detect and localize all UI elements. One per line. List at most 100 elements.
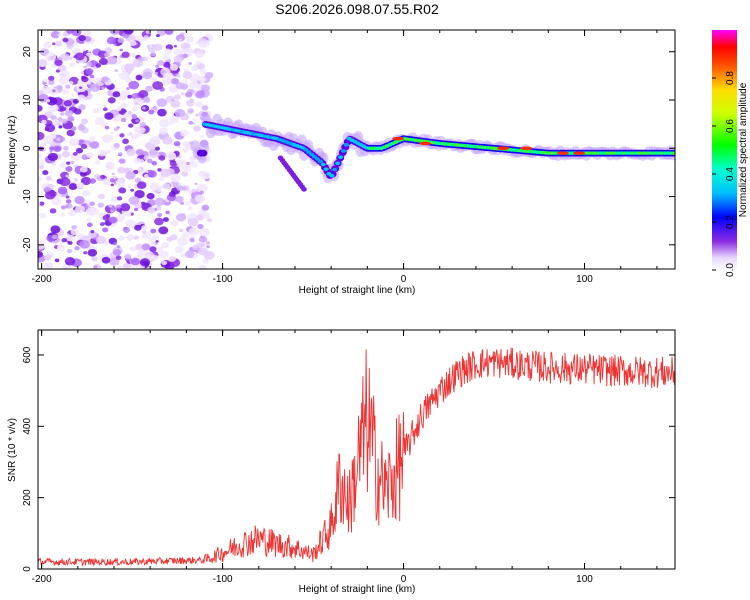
spectrogram-speckle [186, 99, 195, 107]
snr-y-axis-label: SNR (10 * v/v) [7, 418, 18, 482]
spectrogram-speckle [84, 199, 91, 205]
spectrogram-speckle [77, 124, 86, 131]
spectrogram-speckle [75, 205, 86, 214]
spectrogram-speckle [43, 261, 53, 269]
spectrogram-speckle [68, 138, 80, 147]
spectrogram-speckle [122, 227, 131, 233]
spectrogram-speckle [174, 245, 185, 254]
spectrogram-speckle [88, 231, 97, 239]
spectrogram-speckle [116, 196, 123, 201]
spectrogram-speckle [137, 248, 148, 258]
spectrogram-speckle [38, 176, 43, 182]
spectrogram-speckle [201, 171, 211, 180]
spectrogram-ridge-core [670, 151, 675, 155]
spectrogram-speckle [84, 35, 92, 42]
spectrogram-speckle [74, 246, 80, 251]
spectrogram-speckle [38, 152, 42, 159]
spectrogram-speckle [66, 248, 73, 254]
spectrogram-speckle [118, 152, 123, 156]
spectrogram-speckle [178, 228, 184, 233]
spectrogram-speckle [97, 149, 107, 157]
spectrogram-speckle [64, 257, 76, 266]
spectrogram-ridge-core [320, 162, 326, 167]
spectrogram-speckle [126, 233, 135, 241]
spectrogram-speckle [101, 256, 111, 264]
spectrogram-speckle [141, 243, 151, 251]
spectrogram-speckle [112, 248, 122, 256]
spectrogram-speckle [177, 159, 187, 166]
spectrogram-speckle [46, 97, 58, 106]
spectrogram-speckle [202, 258, 209, 264]
spectrogram-speckle [68, 183, 78, 190]
spectrogram-speckle [181, 164, 192, 173]
spectrogram-speckle [132, 133, 139, 139]
spectrogram-speckle [71, 225, 77, 230]
spectrogram-speckle [103, 104, 107, 108]
spectrogram-speckle [155, 146, 161, 151]
spectrogram-speckle [113, 142, 120, 148]
spectrogram-speckle [41, 119, 47, 125]
spectrogram-speckle [63, 100, 73, 107]
spectrogram-speckle [135, 119, 140, 123]
spectrogram-speckle [120, 117, 127, 123]
spectrogram-speckle [74, 196, 85, 205]
spectrogram-speckle [60, 205, 67, 210]
spectrogram-speckle [56, 244, 65, 252]
spectrogram-speckle [89, 178, 97, 184]
spectrogram-speckle [162, 72, 173, 81]
spectrogram-speckle [143, 37, 148, 42]
spectrogram-speckle [46, 99, 51, 103]
spectrogram-speckle [134, 224, 142, 231]
spectrogram-speckle [112, 175, 117, 180]
spectrogram-speckle [60, 53, 70, 62]
spectrogram-speckle [40, 64, 45, 67]
spectrogram-speckle [175, 213, 187, 222]
snr-frame [37, 329, 676, 570]
spectrogram-speckle [122, 138, 129, 144]
spectrogram-speckle [165, 151, 177, 161]
spectrogram-speckle [119, 48, 123, 52]
spectrogram-speckle [69, 62, 75, 68]
spectrogram-speckle [189, 238, 195, 243]
spectrogram-speckle [129, 246, 133, 250]
spectrogram-ytick-label: -20 [22, 237, 33, 252]
spectrogram-speckle [59, 177, 71, 187]
spectrogram-speckle [157, 108, 167, 117]
spectrogram-speckle [84, 205, 89, 209]
spectrogram-speckle [142, 71, 153, 80]
spectrogram-speckle [157, 212, 163, 218]
snr-xtick-label: 0 [401, 574, 407, 585]
spectrogram-speckle [52, 42, 56, 46]
spectrogram-speckle [139, 159, 145, 164]
spectrogram-speckle [125, 171, 136, 180]
spectrogram-speckle [201, 105, 209, 111]
snr-ytick-label: 0 [22, 566, 33, 572]
spectrogram-speckle [154, 217, 164, 226]
spectrogram-speckle [182, 53, 188, 58]
spectrogram-speckle [98, 213, 104, 218]
spectrogram-speckle [38, 250, 43, 258]
spectrogram-speckle [127, 185, 131, 189]
spectrogram-speckle [157, 168, 162, 172]
spectrogram-ridge-core [317, 159, 323, 164]
spectrogram-speckle [206, 218, 212, 223]
spectrogram-speckle [151, 254, 159, 261]
spectrogram-speckle [46, 87, 51, 91]
spectrogram-speckle [123, 111, 134, 119]
spectrogram-speckle [152, 81, 164, 90]
spectrogram-speckle [146, 192, 155, 200]
spectrogram-speckle [97, 193, 105, 200]
spectrogram-speckle [187, 108, 194, 114]
spectrogram-speckle [76, 182, 85, 189]
spectrogram-speckle [92, 108, 100, 114]
spectrogram-speckle [130, 257, 141, 266]
spectrogram-speckle [52, 89, 56, 93]
spectrogram-speckle [38, 241, 46, 250]
spectrogram-speckle [185, 35, 194, 43]
spectrogram-speckle [39, 201, 45, 206]
spectrogram-speckle [79, 86, 83, 89]
spectrogram-speckle [47, 152, 58, 162]
spectrogram-speckle [118, 73, 123, 78]
spectrogram-y-axis-label: Frequency (Hz) [7, 116, 18, 185]
spectrogram-speckle [50, 178, 55, 182]
